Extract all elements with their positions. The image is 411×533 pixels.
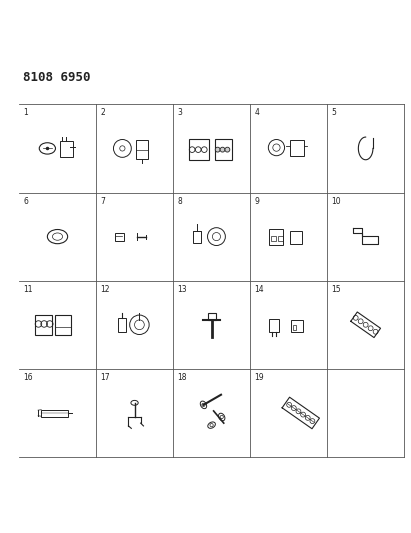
Bar (189, 139, 209, 160)
Bar (293, 325, 296, 329)
Text: 8: 8 (177, 197, 182, 206)
Text: 3: 3 (177, 108, 182, 117)
Circle shape (220, 147, 225, 152)
Text: 1: 1 (23, 108, 28, 117)
Text: 5: 5 (331, 108, 336, 117)
Circle shape (215, 147, 220, 152)
Bar (291, 320, 303, 332)
Text: 11: 11 (23, 285, 32, 294)
Text: 10: 10 (331, 197, 341, 206)
Text: 17: 17 (100, 373, 110, 382)
Bar (193, 230, 201, 243)
Bar (60, 141, 72, 157)
Text: 14: 14 (254, 285, 264, 294)
Bar (290, 140, 304, 156)
Text: 13: 13 (177, 285, 187, 294)
Bar (208, 313, 216, 320)
Text: 4: 4 (254, 108, 259, 117)
Circle shape (225, 147, 230, 152)
Text: 2: 2 (100, 108, 105, 117)
Bar (35, 316, 52, 335)
Text: 6: 6 (23, 197, 28, 206)
Bar (271, 236, 276, 241)
Bar (278, 236, 283, 241)
Text: 12: 12 (100, 285, 110, 294)
Text: 19: 19 (254, 373, 264, 382)
Bar (269, 229, 283, 245)
Bar (41, 410, 68, 417)
Text: 8108 6950: 8108 6950 (23, 71, 90, 84)
Text: 18: 18 (177, 373, 187, 382)
Bar (115, 232, 124, 241)
Text: 16: 16 (23, 373, 33, 382)
Bar (118, 318, 126, 332)
Text: 15: 15 (331, 285, 341, 294)
Bar (136, 140, 148, 158)
Bar (269, 319, 279, 332)
Text: 9: 9 (254, 197, 259, 206)
Text: 7: 7 (100, 197, 105, 206)
Bar (215, 139, 232, 160)
Bar (290, 231, 302, 244)
Bar (55, 316, 71, 335)
